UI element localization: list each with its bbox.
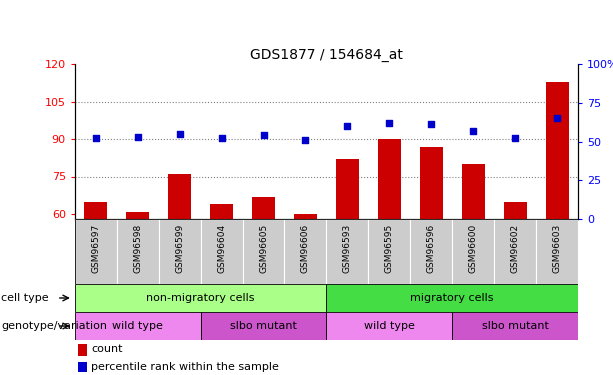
Text: GSM96596: GSM96596 (427, 224, 436, 273)
Bar (78, 344, 87, 356)
Bar (326, 219, 368, 284)
Point (300, 137, 310, 143)
Text: count: count (91, 345, 123, 354)
Bar (368, 219, 410, 284)
Text: GSM96599: GSM96599 (175, 224, 184, 273)
Text: GSM96593: GSM96593 (343, 224, 352, 273)
Bar (243, 219, 284, 284)
Bar (200, 219, 243, 284)
Bar (116, 219, 159, 284)
Text: GSM96595: GSM96595 (385, 224, 394, 273)
Point (510, 135, 520, 141)
Bar (326, 312, 452, 340)
Bar (252, 196, 275, 219)
Point (427, 122, 436, 128)
Point (552, 115, 562, 121)
Bar (75, 312, 200, 340)
Point (384, 120, 394, 126)
Bar (410, 219, 452, 284)
Text: GSM96600: GSM96600 (469, 224, 478, 273)
Text: genotype/variation: genotype/variation (1, 321, 107, 331)
Text: cell type: cell type (1, 293, 49, 303)
Bar (200, 312, 326, 340)
Point (216, 135, 226, 141)
Text: migratory cells: migratory cells (411, 293, 494, 303)
Bar (494, 219, 536, 284)
Text: wild type: wild type (112, 321, 163, 331)
Title: GDS1877 / 154684_at: GDS1877 / 154684_at (250, 48, 403, 62)
Point (133, 134, 143, 140)
Bar (420, 147, 443, 219)
Text: GSM96598: GSM96598 (133, 224, 142, 273)
Bar (326, 284, 578, 312)
Bar (536, 219, 578, 284)
Bar (78, 362, 87, 372)
Text: GSM96605: GSM96605 (259, 224, 268, 273)
Text: slbo mutant: slbo mutant (482, 321, 549, 331)
Point (343, 123, 352, 129)
Text: GSM96606: GSM96606 (301, 224, 310, 273)
Text: wild type: wild type (364, 321, 415, 331)
Bar (336, 159, 359, 219)
Bar (126, 211, 149, 219)
Text: GSM96604: GSM96604 (217, 224, 226, 273)
Bar (462, 164, 485, 219)
Bar (378, 139, 401, 219)
Bar (75, 284, 326, 312)
Bar (294, 214, 317, 219)
Text: GSM96603: GSM96603 (552, 224, 562, 273)
Text: non-migratory cells: non-migratory cells (147, 293, 255, 303)
Bar (168, 174, 191, 219)
Bar (452, 312, 578, 340)
Bar (84, 201, 107, 219)
Bar (546, 81, 569, 219)
Bar (504, 201, 527, 219)
Bar (210, 204, 233, 219)
Bar (159, 219, 200, 284)
Point (468, 128, 478, 134)
Text: GSM96597: GSM96597 (91, 224, 101, 273)
Point (91, 135, 101, 141)
Text: GSM96602: GSM96602 (511, 224, 520, 273)
Text: slbo mutant: slbo mutant (230, 321, 297, 331)
Text: percentile rank within the sample: percentile rank within the sample (91, 362, 280, 372)
Bar (284, 219, 326, 284)
Point (175, 131, 185, 137)
Bar (75, 219, 116, 284)
Point (259, 132, 268, 138)
Bar (452, 219, 494, 284)
